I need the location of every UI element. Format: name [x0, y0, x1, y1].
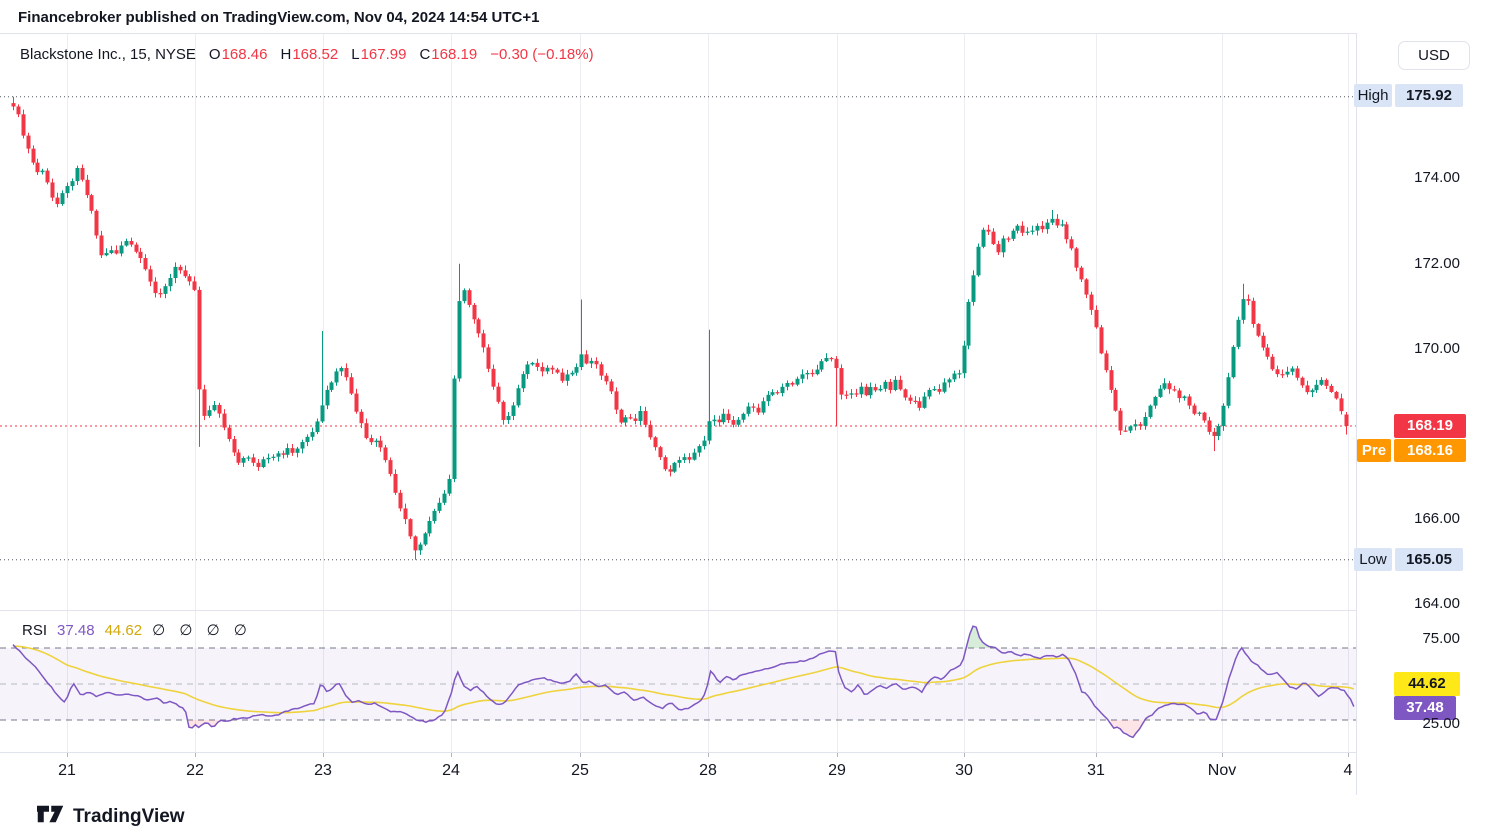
close-label: C [419, 46, 431, 63]
premarket-row: Pre 168.16 [1357, 439, 1466, 462]
pane-divider[interactable] [0, 610, 1486, 611]
time-tick [195, 753, 196, 757]
rsi-value-badge: 37.48 [1394, 696, 1456, 720]
price-tick-172.00: 172.00 [1414, 254, 1460, 272]
price-tick-164.00: 164.00 [1414, 595, 1460, 613]
header-divider [0, 33, 1486, 34]
rsi-legend[interactable]: RSI 37.48 44.62 ∅ ∅ ∅ ∅ [22, 621, 252, 640]
day-gridlines [67, 34, 1349, 752]
symbol-legend[interactable]: Blackstone Inc., 15, NYSE O168.46 H168.5… [20, 46, 594, 63]
chart-canvas[interactable] [0, 0, 1356, 795]
time-label-29: 29 [828, 762, 846, 779]
ohlc-high: H168.52 [280, 46, 338, 63]
rsi-scale-top: 75.00 [1422, 630, 1460, 647]
time-label-Nov: Nov [1207, 762, 1237, 779]
time-tick [837, 753, 838, 757]
time-label-25: 25 [571, 762, 589, 779]
symbol-title[interactable]: Blackstone Inc., 15, NYSE [20, 46, 196, 63]
time-axis-divider [0, 752, 1486, 753]
price-tick-170.00: 170.00 [1414, 339, 1460, 357]
low-chip-label: Low [1354, 548, 1392, 571]
time-label-28: 28 [699, 762, 717, 779]
rsi-ma-badge: 44.62 [1394, 672, 1460, 696]
high-chip-value: 175.92 [1395, 84, 1463, 107]
high-value: 168.52 [292, 46, 339, 63]
rsi-scale-bottom: 25.00 [1422, 715, 1460, 732]
close-value: 168.19 [431, 46, 478, 63]
rsi-ma-line [12, 645, 1355, 714]
time-tick [1348, 753, 1349, 757]
pre-chip-value: 168.16 [1394, 439, 1466, 462]
time-tick [708, 753, 709, 757]
publish-header: Financebroker published on TradingView.c… [18, 9, 539, 26]
rsi-label: RSI [22, 621, 48, 639]
time-label-23: 23 [314, 762, 332, 779]
candles-layer [11, 96, 1349, 560]
open-value: 168.46 [221, 46, 268, 63]
rsi-empty-values: ∅ ∅ ∅ ∅ [152, 622, 252, 639]
time-label-31: 31 [1087, 762, 1105, 779]
range-low-row: Low 165.05 [1354, 548, 1463, 571]
time-tick [1096, 753, 1097, 757]
high-chip-label: High [1354, 84, 1392, 107]
rsi-ma-value: 44.62 [104, 621, 143, 639]
publish-text: Financebroker published on TradingView.c… [18, 9, 540, 26]
time-tick [1222, 753, 1223, 757]
currency-button[interactable]: USD [1398, 41, 1470, 70]
low-value: 167.99 [360, 46, 407, 63]
change-value: −0.30 (−0.18%) [490, 46, 594, 63]
time-label-4: 4 [1343, 762, 1353, 779]
scale-divider [1356, 33, 1357, 794]
price-tick-166.00: 166.00 [1414, 510, 1460, 528]
time-tick [580, 753, 581, 757]
ohlc-close: C168.19 [419, 46, 477, 63]
ohlc-low: L167.99 [351, 46, 406, 63]
rsi-layer [12, 625, 1355, 739]
price-tick-174.00: 174.00 [1414, 169, 1460, 187]
ohlc-open: O168.46 [209, 46, 268, 63]
pre-chip-label: Pre [1357, 439, 1391, 462]
time-tick [964, 753, 965, 757]
time-label-24: 24 [442, 762, 460, 779]
footer: TradingView [37, 803, 185, 830]
time-tick [67, 753, 68, 757]
price-scale[interactable]: USD High 175.92 174.00 172.00 170.00 166.00… [1354, 33, 1486, 795]
range-high-row: High 175.92 [1354, 84, 1463, 107]
tradingview-logo-icon[interactable] [37, 803, 64, 830]
rsi-line [12, 625, 1355, 739]
high-label: H [280, 46, 292, 63]
low-label: L [351, 46, 360, 63]
open-label: O [208, 46, 221, 63]
time-label-21: 21 [58, 762, 76, 779]
time-label-22: 22 [186, 762, 204, 779]
last-price-badge: 168.19 [1394, 414, 1466, 438]
tradingview-brand[interactable]: TradingView [73, 805, 185, 827]
time-label-30: 30 [955, 762, 973, 779]
time-tick [323, 753, 324, 757]
time-tick [451, 753, 452, 757]
time-axis[interactable]: 21 22 23 24 25 28 29 30 31 Nov 4 [0, 753, 1356, 795]
low-chip-value: 165.05 [1395, 548, 1463, 571]
rsi-current-value: 37.48 [57, 621, 95, 639]
